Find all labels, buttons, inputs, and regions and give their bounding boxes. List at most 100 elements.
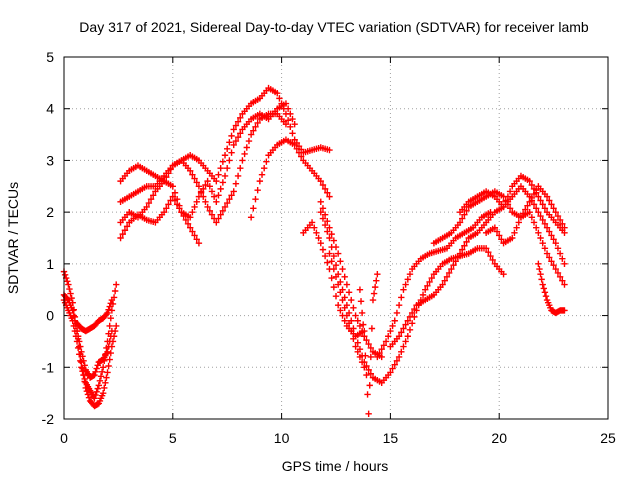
data-point [107,314,114,322]
data-point [282,100,290,107]
data-point [391,361,398,368]
data-point [81,362,88,369]
y-tick-label: 3 [46,152,54,168]
data-point [426,278,433,286]
data-point [378,345,385,353]
data-point [108,327,116,335]
data-point [402,281,409,288]
data-point [326,193,333,200]
data-point [543,224,551,231]
series-12 [326,250,368,371]
data-point [187,214,194,221]
data-point [406,313,414,321]
data-point [193,236,200,243]
data-point [387,369,394,376]
data-point [237,164,244,172]
data-point [230,141,237,149]
data-point [221,172,229,180]
data-point [193,198,200,205]
data-point [71,327,79,335]
data-point [113,281,120,288]
data-point [406,326,414,333]
data-point [528,194,536,202]
data-point [65,281,72,288]
data-point [526,198,533,205]
data-point [184,220,192,227]
data-point [548,258,555,265]
data-point [358,309,366,317]
data-point [539,201,546,208]
x-tick-label: 15 [383,430,399,446]
data-point [315,234,322,242]
data-point [104,338,111,345]
data-point [332,261,340,269]
data-point [123,223,131,230]
data-point [363,336,370,344]
data-point [537,197,544,204]
data-point [445,269,453,277]
x-axis-label: GPS time / hours [282,458,389,474]
data-point [485,249,492,256]
data-point [215,215,222,222]
data-point [324,259,331,266]
data-point [554,212,562,220]
data-point [543,193,551,200]
data-point [361,358,368,366]
data-point [530,219,538,226]
data-point [387,327,394,335]
series-8 [117,193,203,247]
data-point [352,343,359,350]
data-point [106,303,113,310]
data-point [459,215,466,222]
data-point [328,243,335,251]
data-point [389,365,396,372]
series-14 [356,271,381,418]
data-point [400,325,407,332]
data-point [197,189,205,196]
data-point [367,370,375,377]
data-point [537,271,544,278]
data-point [328,230,335,238]
data-point [178,208,185,216]
data-point [532,205,540,212]
data-point [452,258,459,265]
data-point [169,183,176,190]
data-point [391,317,398,324]
data-point [70,322,77,330]
data-point [328,274,335,282]
data-point [374,271,381,278]
data-point [395,353,403,361]
data-point [546,197,553,204]
data-point [93,388,100,396]
data-point [419,291,427,299]
grid [64,57,608,419]
data-point [561,260,568,268]
data-series [60,84,568,418]
data-point [356,322,364,330]
data-point [117,234,124,242]
data-point [337,278,344,286]
data-point [165,201,172,208]
data-point [206,183,213,190]
data-point [463,207,470,215]
data-point [398,294,405,301]
data-point [99,364,107,371]
data-point [217,211,224,218]
data-point [239,157,246,164]
data-point [448,265,455,273]
data-point [334,302,342,309]
data-point [554,269,562,277]
data-point [219,207,227,215]
data-point [524,202,531,209]
data-point [145,199,153,207]
data-point [256,177,264,185]
data-point [542,292,550,300]
data-point [260,164,268,172]
data-point [491,224,499,231]
data-point [224,145,231,152]
data-point [561,281,568,288]
data-point [554,245,562,252]
data-point [459,246,466,253]
data-point [219,179,227,186]
data-point [548,201,555,208]
